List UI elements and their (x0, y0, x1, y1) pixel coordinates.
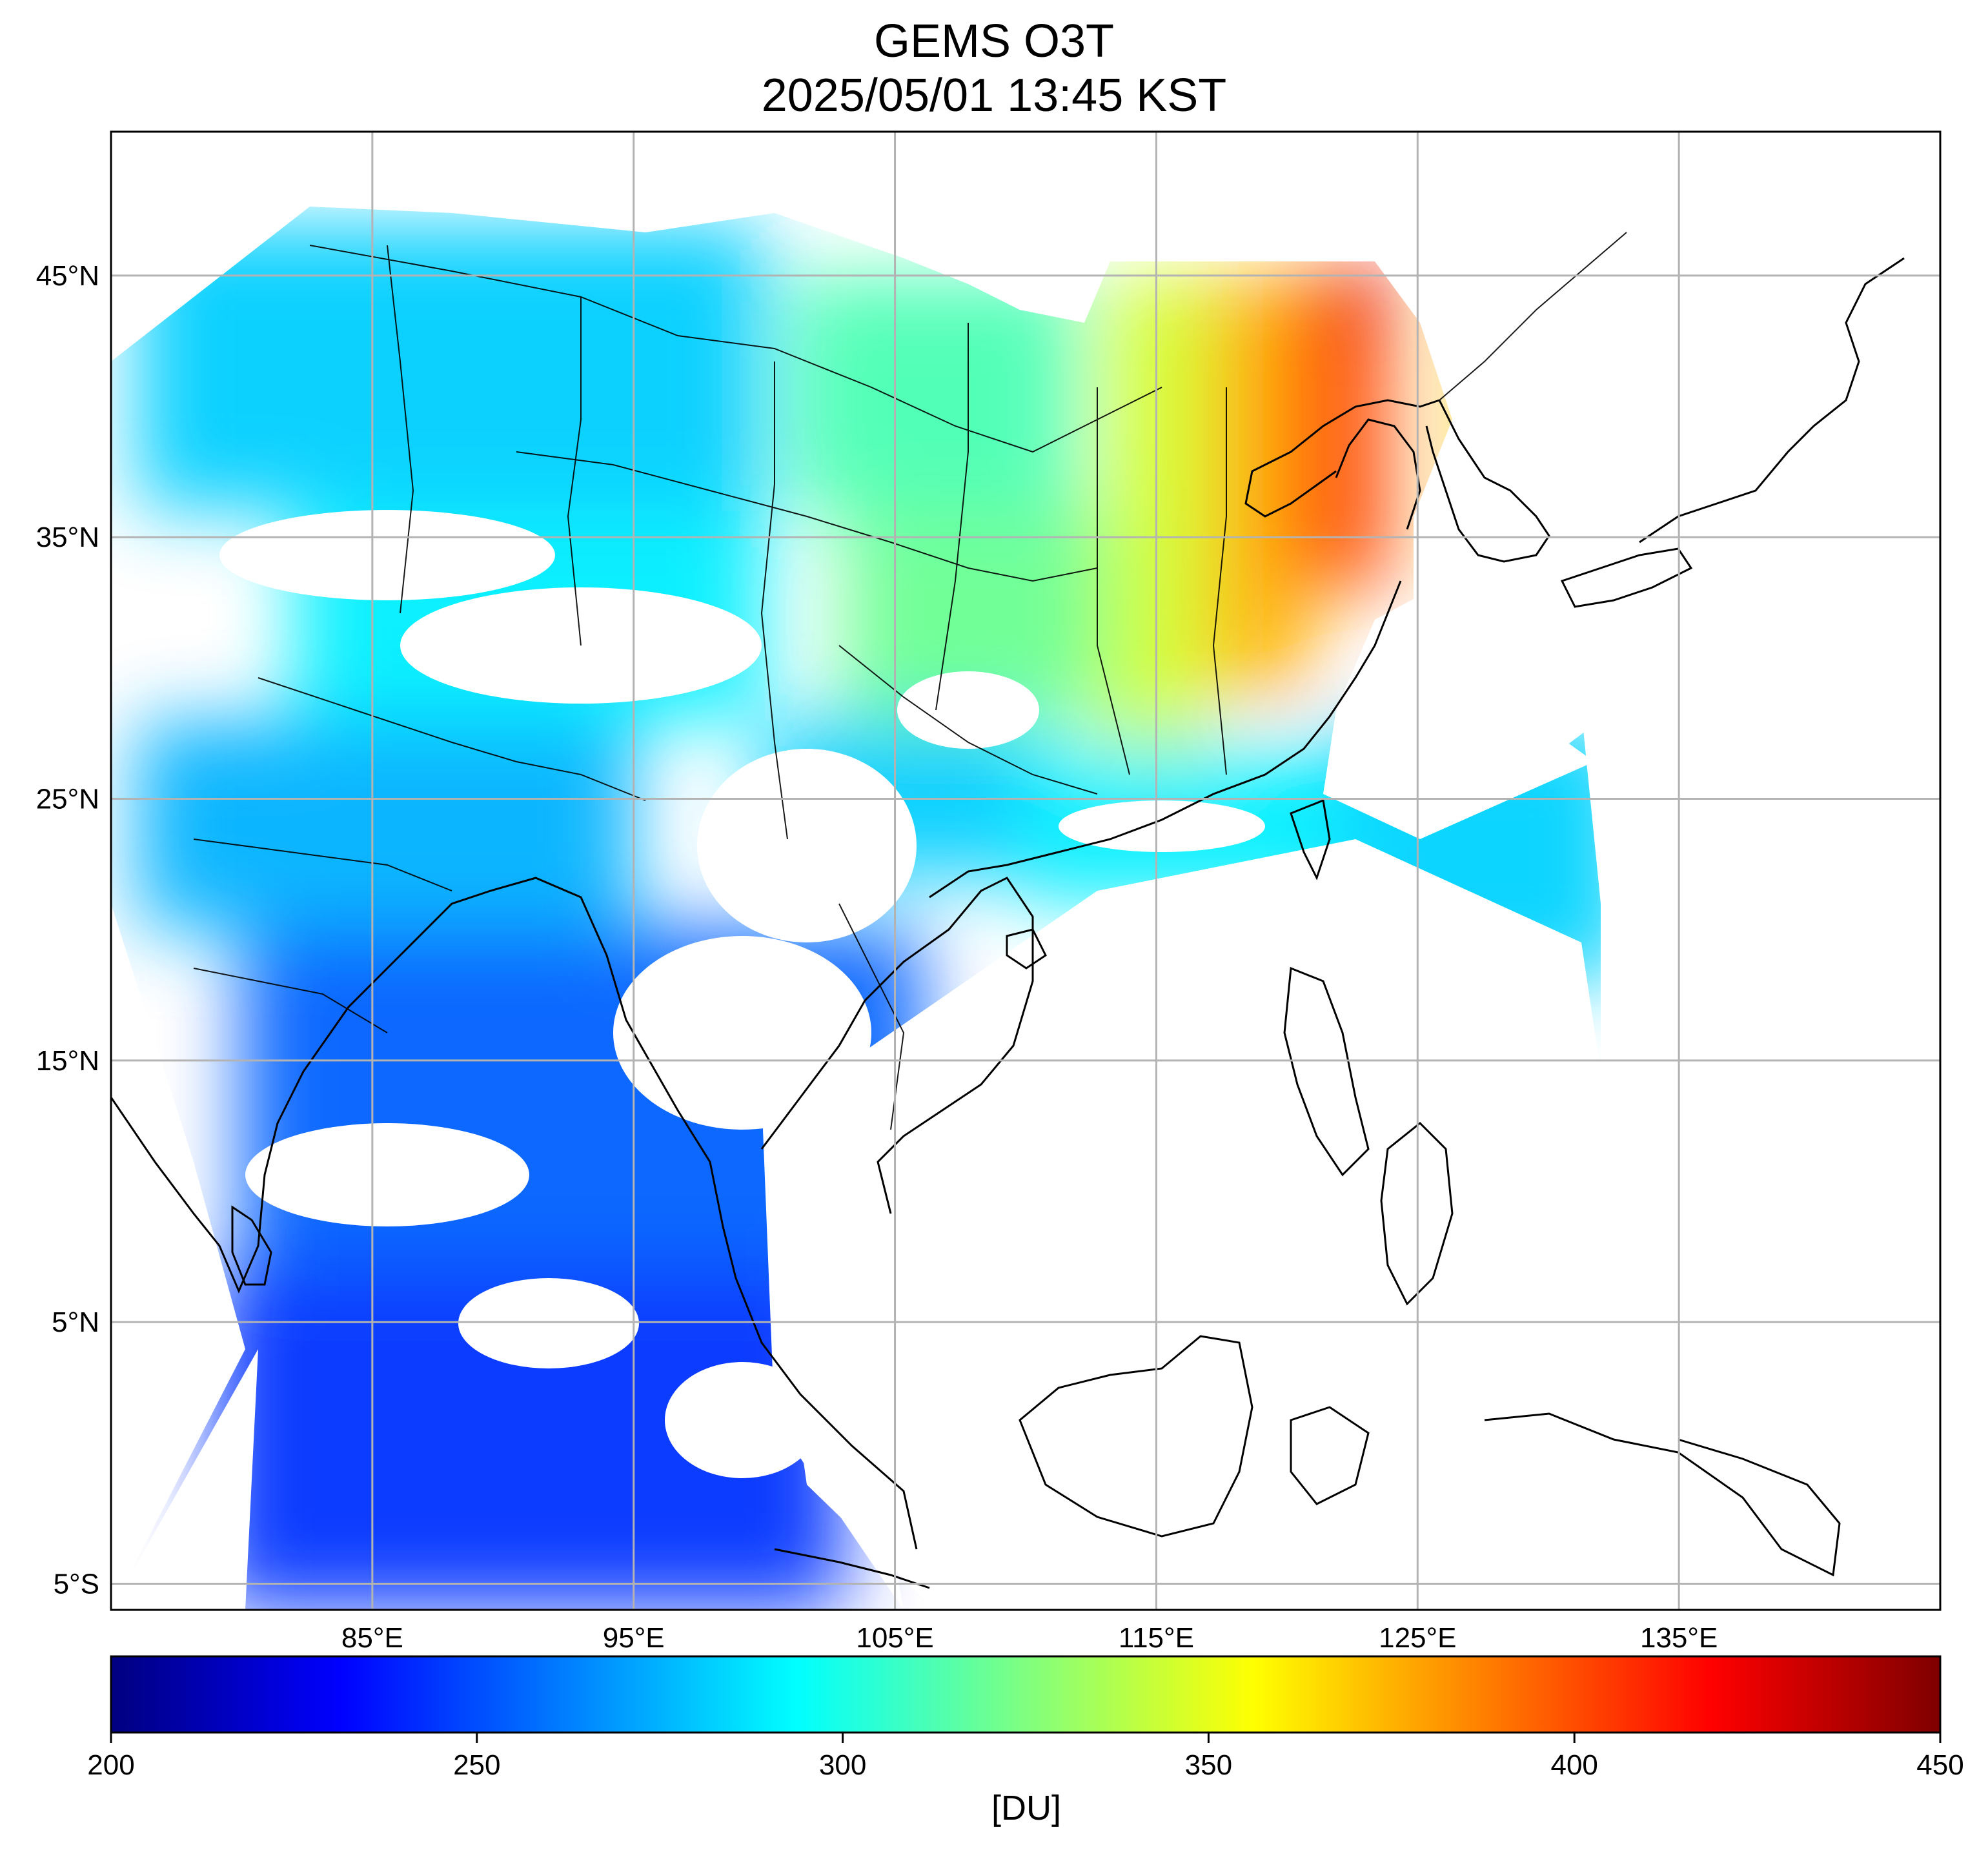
lat-tick-label: 25°N (36, 784, 99, 815)
map-frame (110, 130, 1942, 1611)
lon-tick-label: 85°E (341, 1622, 403, 1654)
lat-tick-label: 5°S (54, 1568, 99, 1600)
borders (193, 232, 1627, 1130)
lat-tick-label: 45°N (36, 260, 99, 292)
lon-tick-label: 105°E (856, 1622, 933, 1654)
lat-tick-label: 35°N (36, 522, 99, 553)
lon-tick-label: 115°E (1119, 1622, 1194, 1654)
map-subtitle: 2025/05/01 13:45 KST (761, 70, 1227, 121)
lon-tick-label: 135°E (1640, 1622, 1718, 1654)
ozone-field (111, 132, 1940, 1610)
colorbar-tick-label: 200 (87, 1749, 135, 1781)
colorbar-tick-label: 350 (1184, 1749, 1233, 1781)
colorbar-tick-label: 300 (818, 1749, 867, 1781)
colorbar-tick-label: 450 (1916, 1749, 1964, 1781)
lon-tick-label: 95°E (603, 1622, 665, 1654)
ozone-region-13 (1339, 262, 1392, 328)
colorbar-tick-label: 250 (453, 1749, 501, 1781)
map-title: GEMS O3T (873, 15, 1115, 67)
lat-tick-label: 5°N (52, 1306, 99, 1338)
lat-tick-label: 15°N (36, 1045, 99, 1077)
colorbar-tick-label: 400 (1550, 1749, 1598, 1781)
lon-tick-labels: 85°E 95°E 105°E 115°E 125°E 135°E (341, 1622, 1718, 1654)
colorbar (110, 1655, 1942, 1734)
lat-tick-labels: 45°N 35°N 25°N 15°N 5°N 5°S (36, 260, 99, 1600)
colorbar-ticks (110, 1733, 1942, 1743)
ozone-region-8 (790, 275, 1078, 511)
lon-tick-label: 125°E (1379, 1622, 1456, 1654)
gridlines (111, 132, 1940, 1610)
ozone-region-2 (137, 720, 634, 930)
cloud-gaps (111, 132, 1940, 1610)
coastlines (111, 257, 1905, 1589)
colorbar-unit: [DU] (991, 1789, 1061, 1827)
